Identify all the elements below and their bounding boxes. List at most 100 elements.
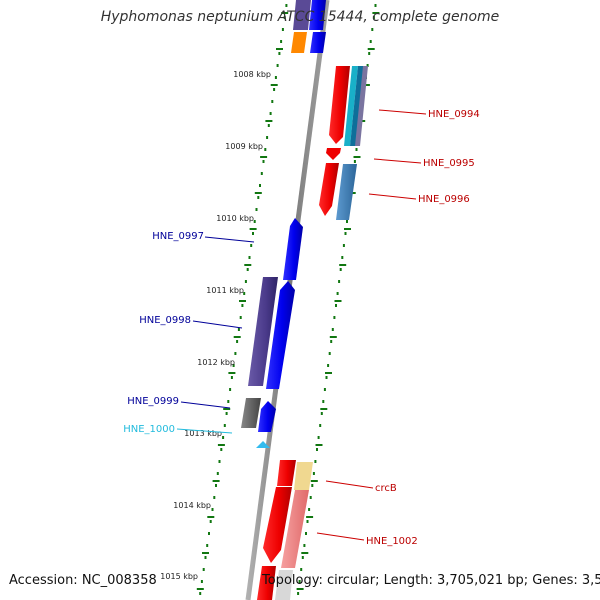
ruler-dot xyxy=(257,196,260,199)
ruler-dot xyxy=(225,412,228,415)
ruler-dot xyxy=(323,388,326,391)
ruler-dot xyxy=(273,88,276,91)
gene-label-crcB[interactable]: crcB xyxy=(375,483,397,494)
ruler-dot xyxy=(274,76,277,79)
ruler-dot xyxy=(346,220,348,223)
ruler-dot xyxy=(229,388,232,391)
ruler-label-1011: 1011 kbp xyxy=(206,286,244,295)
ruler-ticks xyxy=(196,12,380,590)
ruler-dot xyxy=(338,280,341,283)
gene-label-HNE_1002[interactable]: HNE_1002 xyxy=(366,536,418,547)
ruler-dot xyxy=(322,400,325,403)
gene-HNE_0995[interactable] xyxy=(326,148,341,160)
gene-HNE_0996[interactable] xyxy=(319,163,357,220)
gene-HNE_0999[interactable] xyxy=(241,398,276,432)
gene-label-HNE_0999[interactable]: HNE_0999 xyxy=(127,396,179,407)
ruler-dot xyxy=(271,100,274,103)
ruler-dot xyxy=(200,580,203,583)
ruler-tick xyxy=(325,372,332,374)
gene-bottom-partial[interactable] xyxy=(257,566,293,600)
gene-label-HNE_0998[interactable]: HNE_0998 xyxy=(139,315,191,326)
ruler-tick xyxy=(202,552,209,554)
ruler-label-1008: 1008 kbp xyxy=(233,70,271,79)
ruler-tick xyxy=(217,444,225,446)
ruler-dot xyxy=(213,496,216,499)
ruler-tick xyxy=(362,84,370,86)
ruler-tick xyxy=(339,264,347,266)
ruler-tick xyxy=(196,588,204,590)
ruler-tick xyxy=(239,300,246,302)
gene-label-HNE_1000[interactable]: HNE_1000 xyxy=(123,424,175,435)
ruler-dot xyxy=(297,592,300,595)
ruler-dot xyxy=(252,232,254,235)
ruler-tick xyxy=(228,372,236,374)
ruler-dot xyxy=(303,544,306,547)
gene-label-HNE_0994[interactable]: HNE_0994 xyxy=(428,109,480,120)
ruler-tick xyxy=(320,408,328,410)
ruler-tick xyxy=(344,228,351,230)
ruler-dot xyxy=(215,484,217,487)
ruler-dot xyxy=(280,40,283,43)
ruler-tick xyxy=(296,588,304,590)
ruler-tick xyxy=(310,480,318,482)
ruler-dot xyxy=(317,436,320,439)
ruler-dot xyxy=(312,472,315,475)
ruler-tick xyxy=(306,516,314,518)
ruler-tick xyxy=(212,480,220,482)
ruler-tick xyxy=(329,336,337,338)
ruler-dot xyxy=(264,148,267,151)
gene-HNE_1002[interactable] xyxy=(263,487,309,568)
ruler-dot xyxy=(369,40,372,43)
ruler-tick xyxy=(367,48,375,50)
ruler-dot xyxy=(206,544,209,547)
ruler-dot xyxy=(355,148,358,151)
gene-HNE_0997[interactable] xyxy=(283,218,303,280)
ruler-dot xyxy=(250,244,253,247)
ruler-dot xyxy=(246,268,249,271)
ruler-tick xyxy=(372,12,380,14)
gene-label-HNE_0996[interactable]: HNE_0996 xyxy=(418,194,470,205)
gene-HNE_0998[interactable] xyxy=(248,277,295,389)
gene-crcB[interactable] xyxy=(277,460,313,490)
gene-HNE_0994[interactable] xyxy=(329,66,368,146)
ruler-dot xyxy=(237,328,240,331)
ruler-dot xyxy=(255,208,258,211)
gene-top-partial[interactable] xyxy=(291,0,326,53)
ruler-dot xyxy=(341,256,344,259)
ruler-dot xyxy=(325,376,328,379)
ruler-dot xyxy=(262,160,265,163)
ruler-dot xyxy=(320,412,323,415)
ruler-dot xyxy=(259,184,261,187)
ruler-dot xyxy=(276,64,279,67)
ruler-dot xyxy=(306,520,309,523)
gene-label-HNE_0997[interactable]: HNE_0997 xyxy=(152,231,204,242)
gene-label-HNE_0995[interactable]: HNE_0995 xyxy=(423,158,475,169)
ruler-dot xyxy=(232,364,235,367)
ruler-dot xyxy=(301,556,304,559)
gene-HNE_1000[interactable] xyxy=(256,441,270,448)
ruler-dot xyxy=(227,400,230,403)
ruler-dot xyxy=(266,136,269,139)
ruler-dot xyxy=(333,316,336,319)
ruler-dot xyxy=(267,124,270,127)
ruler-tick xyxy=(260,156,268,158)
ruler-dot xyxy=(298,580,301,583)
ruler-tick xyxy=(233,336,241,338)
ruler-dot xyxy=(331,328,334,331)
ruler-tick xyxy=(353,156,361,158)
ruler-dot xyxy=(328,352,331,355)
ruler-dot xyxy=(244,280,247,283)
ruler-dot xyxy=(209,520,212,523)
ruler-dot xyxy=(342,244,345,247)
ruler-dot xyxy=(336,292,339,295)
ruler-label-1010: 1010 kbp xyxy=(216,214,254,223)
map-title: Hyphomonas neptunium ATCC 15444, complet… xyxy=(100,9,500,25)
ruler-dot xyxy=(243,292,246,295)
ruler-tick xyxy=(265,120,273,122)
ruler-dot xyxy=(281,28,284,31)
ruler-dot xyxy=(368,52,371,55)
ruler-dot xyxy=(371,28,374,31)
ruler-dot xyxy=(300,568,303,571)
ruler-dot xyxy=(230,376,233,379)
